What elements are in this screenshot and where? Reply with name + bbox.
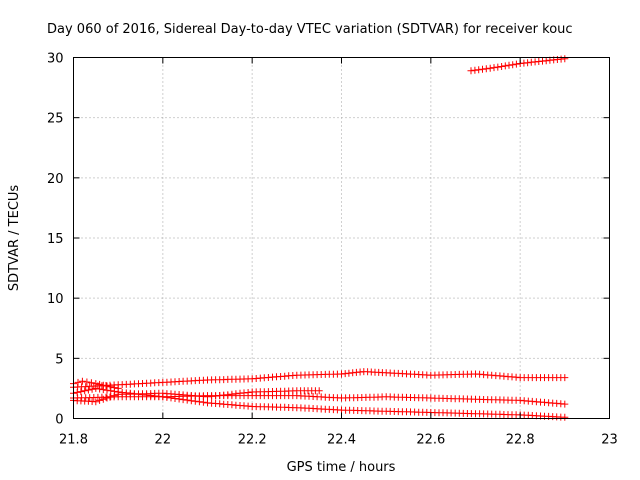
- x-tick-label: 23: [601, 433, 618, 448]
- y-tick-label: 30: [47, 52, 64, 67]
- x-tick-label: 22.2: [238, 433, 267, 448]
- x-tick-label: 21.8: [59, 433, 88, 448]
- y-tick-label: 25: [47, 112, 64, 127]
- series-satellite-f: [467, 55, 569, 75]
- y-tick-label: 20: [47, 172, 64, 187]
- y-tick-label: 15: [47, 232, 64, 247]
- x-tick-label: 22.8: [506, 433, 535, 448]
- data-point-markers: [467, 55, 569, 75]
- axis-ticks: 21.8 22 22.2 22.4 22.6 22.8 23 0 5 10 15 20 25 30: [47, 52, 618, 448]
- x-tick-label: 22: [155, 433, 172, 448]
- chart-title: Day 060 of 2016, Sidereal Day-to-day VTE…: [47, 22, 573, 37]
- x-tick-label: 22.6: [416, 433, 445, 448]
- grid: [73, 57, 610, 419]
- y-axis-label: SDTVAR / TECUs: [7, 185, 22, 292]
- y-tick-label: 0: [55, 413, 63, 428]
- x-axis-label: GPS time / hours: [287, 460, 396, 475]
- y-tick-label: 10: [47, 292, 64, 307]
- y-tick-label: 5: [55, 352, 63, 367]
- x-tick-label: 22.4: [327, 433, 356, 448]
